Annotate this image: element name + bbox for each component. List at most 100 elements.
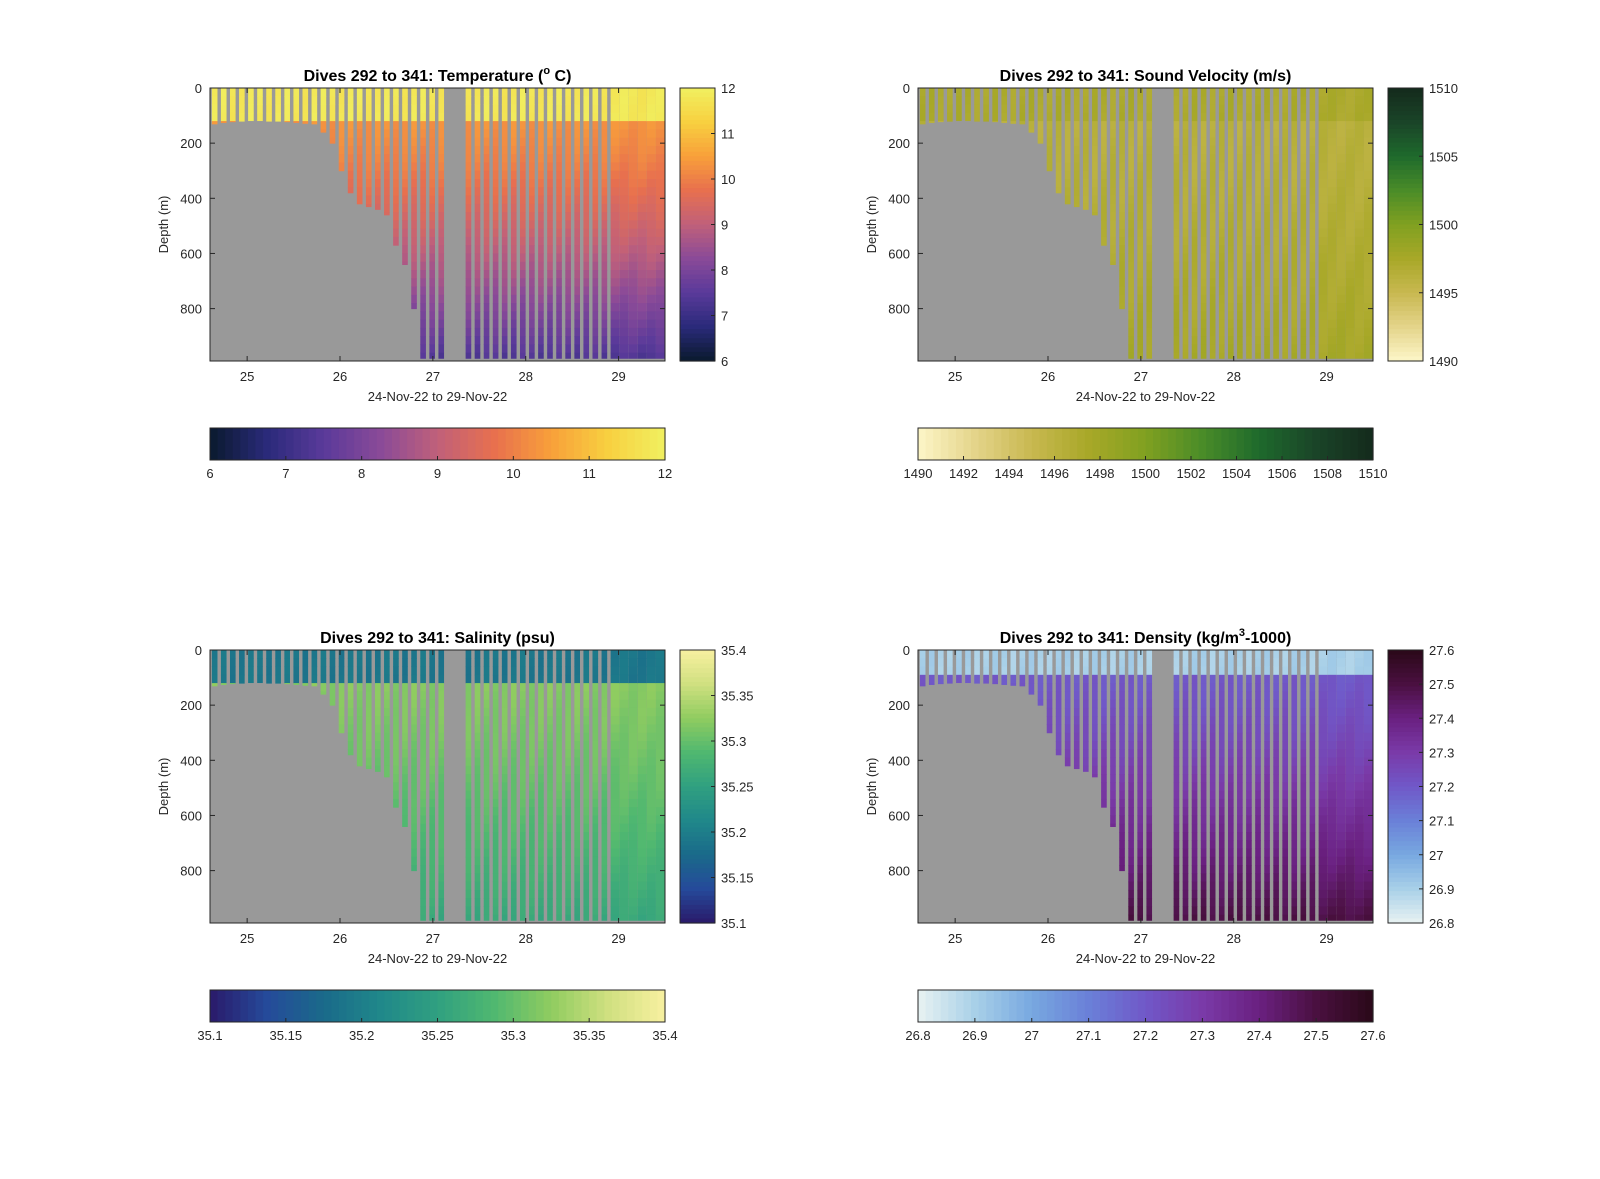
- data-cell: [1363, 154, 1373, 163]
- data-cell: [1336, 203, 1346, 213]
- data-cell: [1354, 666, 1364, 676]
- data-cell: [547, 352, 553, 359]
- data-cell: [619, 757, 629, 767]
- data-cell: [610, 707, 620, 717]
- data-cell: [1182, 724, 1189, 734]
- data-cell: [1146, 699, 1153, 709]
- data-cell: [1173, 707, 1180, 717]
- data-cell: [1309, 96, 1316, 106]
- data-cell: [1019, 674, 1026, 684]
- data-cell: [365, 88, 372, 97]
- data-cell: [1246, 245, 1252, 254]
- data-cell: [1227, 848, 1234, 858]
- data-cell: [1200, 741, 1207, 750]
- data-cell: [429, 162, 435, 172]
- data-cell: [628, 848, 638, 858]
- data-cell: [492, 162, 499, 172]
- data-cell: [655, 352, 665, 359]
- data-cell: [474, 832, 481, 841]
- data-cell: [329, 691, 336, 701]
- data-cell: [1363, 707, 1373, 717]
- data-cell: [565, 823, 571, 833]
- colorbar-segment: [680, 795, 715, 801]
- data-cell: [519, 658, 526, 668]
- data-cell: [592, 336, 599, 345]
- data-cell: [1336, 749, 1346, 759]
- data-cell: [601, 716, 608, 725]
- data-cell: [1001, 674, 1008, 684]
- data-cell: [1300, 327, 1307, 337]
- data-cell: [1209, 790, 1216, 800]
- data-cell: [483, 228, 490, 238]
- data-cell: [1345, 782, 1355, 792]
- data-cell: [538, 815, 544, 825]
- data-cell: [565, 352, 571, 359]
- data-cell: [1182, 774, 1189, 783]
- data-cell: [1237, 319, 1243, 329]
- data-cell: [501, 757, 508, 767]
- data-cell: [1291, 881, 1298, 891]
- data-cell: [1137, 236, 1143, 246]
- data-cell: [1001, 683, 1008, 685]
- data-cell: [519, 807, 526, 816]
- data-cell: [1182, 856, 1189, 866]
- data-cell: [655, 220, 665, 230]
- data-cell: [492, 294, 499, 304]
- data-cell: [1327, 104, 1337, 114]
- data-cell: [1146, 195, 1153, 205]
- data-cell: [538, 145, 544, 155]
- data-cell: [538, 170, 544, 180]
- data-cell: [1101, 782, 1107, 792]
- data-cell: [655, 848, 665, 858]
- data-cell: [1336, 782, 1346, 792]
- colorbar-segment: [361, 428, 370, 460]
- colorbar-segment: [278, 428, 287, 460]
- data-cell: [510, 104, 517, 114]
- data-cell: [1291, 344, 1298, 354]
- data-cell: [483, 195, 490, 205]
- data-cell: [538, 187, 544, 197]
- data-cell: [1282, 121, 1288, 130]
- data-cell: [574, 757, 580, 767]
- data-cell: [1209, 774, 1216, 783]
- data-cell: [1082, 129, 1089, 139]
- data-cell: [492, 798, 499, 808]
- data-cell: [1318, 236, 1328, 246]
- colorbar-tick-label: 1502: [1177, 466, 1206, 481]
- data-cell: [565, 914, 571, 921]
- data-cell: [628, 807, 638, 816]
- data-cell: [1209, 253, 1216, 263]
- colorbar-segment: [680, 160, 715, 166]
- data-cell: [474, 898, 481, 907]
- data-cell: [1110, 790, 1116, 800]
- data-cell: [529, 724, 535, 734]
- colorbar-segment: [1206, 428, 1215, 460]
- data-cell: [1273, 303, 1279, 312]
- data-cell: [384, 707, 390, 717]
- data-cell: [1200, 807, 1207, 816]
- data-cell: [347, 187, 354, 194]
- data-cell: [556, 724, 562, 734]
- data-cell: [547, 914, 553, 921]
- data-cell: [610, 154, 620, 163]
- data-cell: [1119, 270, 1125, 279]
- data-cell: [1146, 741, 1153, 750]
- data-cell: [347, 732, 354, 742]
- data-cell: [1345, 898, 1355, 907]
- data-cell: [438, 716, 445, 725]
- data-cell: [1363, 749, 1373, 759]
- data-cell: [1191, 782, 1198, 792]
- colorbar-segment: [1388, 329, 1423, 335]
- data-cell: [510, 203, 517, 213]
- data-cell: [510, 732, 517, 742]
- data-cell: [483, 145, 490, 155]
- data-cell: [1191, 873, 1198, 883]
- chart-title: Dives 292 to 341: Sound Velocity (m/s): [1000, 68, 1292, 85]
- data-cell: [619, 865, 629, 874]
- data-cell: [583, 104, 590, 114]
- data-cell: [529, 798, 535, 808]
- data-cell: [420, 741, 426, 750]
- data-cell: [1028, 658, 1035, 668]
- colorbar-segment: [498, 990, 507, 1022]
- data-cell: [1309, 889, 1316, 899]
